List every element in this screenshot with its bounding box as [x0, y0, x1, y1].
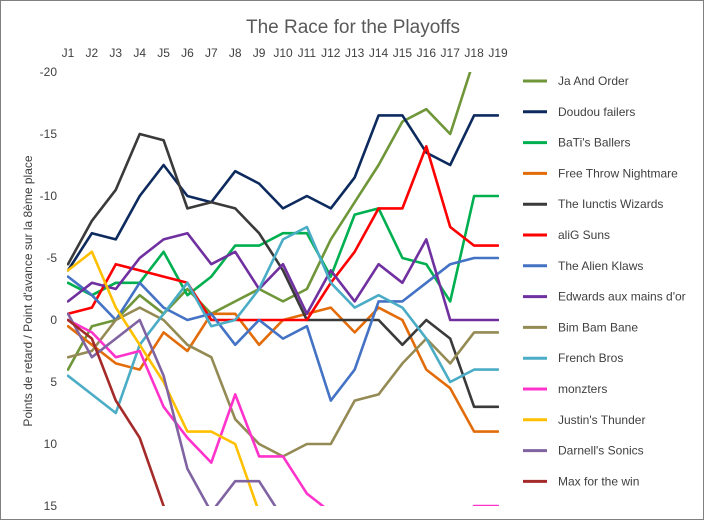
series-line: [67, 145, 499, 322]
legend: Ja And Order Doudou failers BaTi's Ballers…: [523, 74, 686, 488]
x-tick-label: J3: [109, 46, 122, 60]
x-tick-label: J6: [181, 46, 194, 60]
series-line: [67, 231, 499, 322]
legend-label: The Iunctis Wizards: [558, 197, 663, 211]
x-tick-label: J2: [86, 46, 99, 60]
y-tick-label: -5: [46, 251, 57, 265]
y-tick-label: -20: [40, 65, 58, 79]
legend-label: Darnell's Sonics: [558, 444, 644, 458]
legend-label: Max for the win: [558, 474, 639, 488]
legend-label: Justin's Thunder: [558, 413, 645, 427]
series-lines: [67, 72, 499, 506]
legend-label: Ja And Order: [558, 74, 629, 88]
legend-label: Free Throw Nightmare: [558, 166, 678, 180]
legend-label: Doudou failers: [558, 105, 635, 119]
series-line: [67, 306, 499, 458]
x-tick-label: J19: [488, 46, 508, 60]
x-tick-label: J15: [393, 46, 413, 60]
x-tick-label: J13: [345, 46, 365, 60]
legend-label: aliG Suns: [558, 228, 610, 242]
x-tick-label: J1: [62, 46, 75, 60]
series-line: [67, 256, 499, 402]
y-tick-label: 10: [44, 437, 58, 451]
series-line: [67, 318, 325, 506]
x-tick-label: J10: [273, 46, 293, 60]
legend-label: monzters: [558, 382, 607, 396]
series-line: [67, 114, 499, 272]
legend-label: Edwards aux mains d'or: [558, 290, 686, 304]
series-line: [67, 318, 165, 506]
series-line: [67, 132, 499, 409]
x-tick-labels: J1 J2 J3 J4 J5 J6 J7 J8 J9 J10 J11 J12 J13 J14 J15 J16 J…: [62, 46, 508, 60]
y-tick-label: 5: [50, 375, 57, 389]
legend-label: BaTi's Ballers: [558, 136, 631, 150]
y-tick-label: 15: [44, 499, 58, 513]
y-axis-label: Points de retard / Point d'avance sur la…: [21, 155, 35, 426]
y-tick-label: -10: [40, 189, 58, 203]
x-tick-label: J9: [253, 46, 266, 60]
x-tick-label: J14: [369, 46, 389, 60]
y-tick-labels: -20 -15 -10 -5 0 5 10 15: [40, 65, 58, 513]
series-line: [67, 194, 499, 303]
legend-label: The Alien Klaws: [558, 259, 643, 273]
legend-label: French Bros: [558, 351, 623, 365]
y-tick-label: 0: [50, 313, 57, 327]
legend-label: Bim Bam Bane: [558, 320, 638, 334]
x-tick-label: J17: [441, 46, 461, 60]
series-line: [67, 250, 259, 506]
x-tick-label: J16: [417, 46, 437, 60]
x-tick-label: J4: [133, 46, 146, 60]
x-tick-label: J5: [157, 46, 170, 60]
series-line: [67, 312, 277, 506]
y-tick-label: -15: [40, 127, 58, 141]
x-tick-label: J18: [464, 46, 484, 60]
x-tick-label: J12: [321, 46, 341, 60]
x-tick-label: J8: [229, 46, 242, 60]
chart-title: The Race for the Playoffs: [246, 17, 460, 38]
x-tick-label: J11: [298, 46, 317, 60]
x-tick-label: J7: [205, 46, 218, 60]
